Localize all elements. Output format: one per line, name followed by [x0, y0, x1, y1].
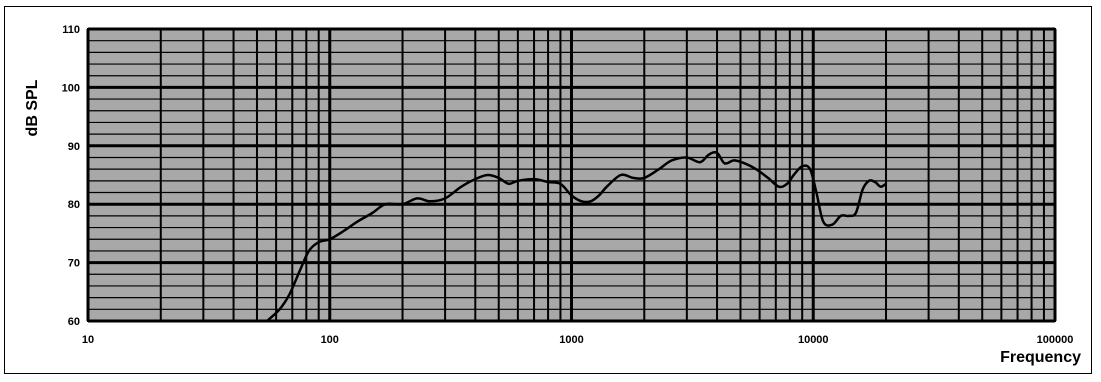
x-tick-label: 1000: [559, 334, 583, 346]
y-tick-labels: 60 70 80 90 100 110: [62, 24, 80, 328]
frequency-response-chart: 10 100 1000 10000 100000 60 70 80 90 100 110 dB S…: [24, 24, 1081, 366]
y-tick-label: 60: [68, 316, 80, 328]
chart-frame: 10 100 1000 10000 100000 60 70 80 90 100 110 dB S…: [4, 6, 1092, 374]
x-tick-labels: 10 100 1000 10000 100000: [82, 334, 1073, 346]
x-tick-label: 10000: [798, 334, 829, 346]
x-tick-label: 100000: [1037, 334, 1074, 346]
y-tick-label: 80: [68, 199, 80, 211]
y-tick-label: 110: [62, 24, 80, 36]
y-tick-label: 70: [68, 258, 80, 270]
major-vertical-gridlines: [86, 29, 1057, 321]
x-tick-label: 100: [321, 334, 339, 346]
series-line: [266, 150, 887, 322]
x-tick-label: 10: [82, 334, 94, 346]
y-tick-label: 100: [62, 82, 80, 94]
y-tick-label: 90: [68, 141, 80, 153]
x-axis-title: Frequency: [1000, 349, 1081, 366]
minor-vertical-gridlines: [159, 29, 1045, 321]
y-axis-title: dB SPL: [24, 79, 41, 136]
